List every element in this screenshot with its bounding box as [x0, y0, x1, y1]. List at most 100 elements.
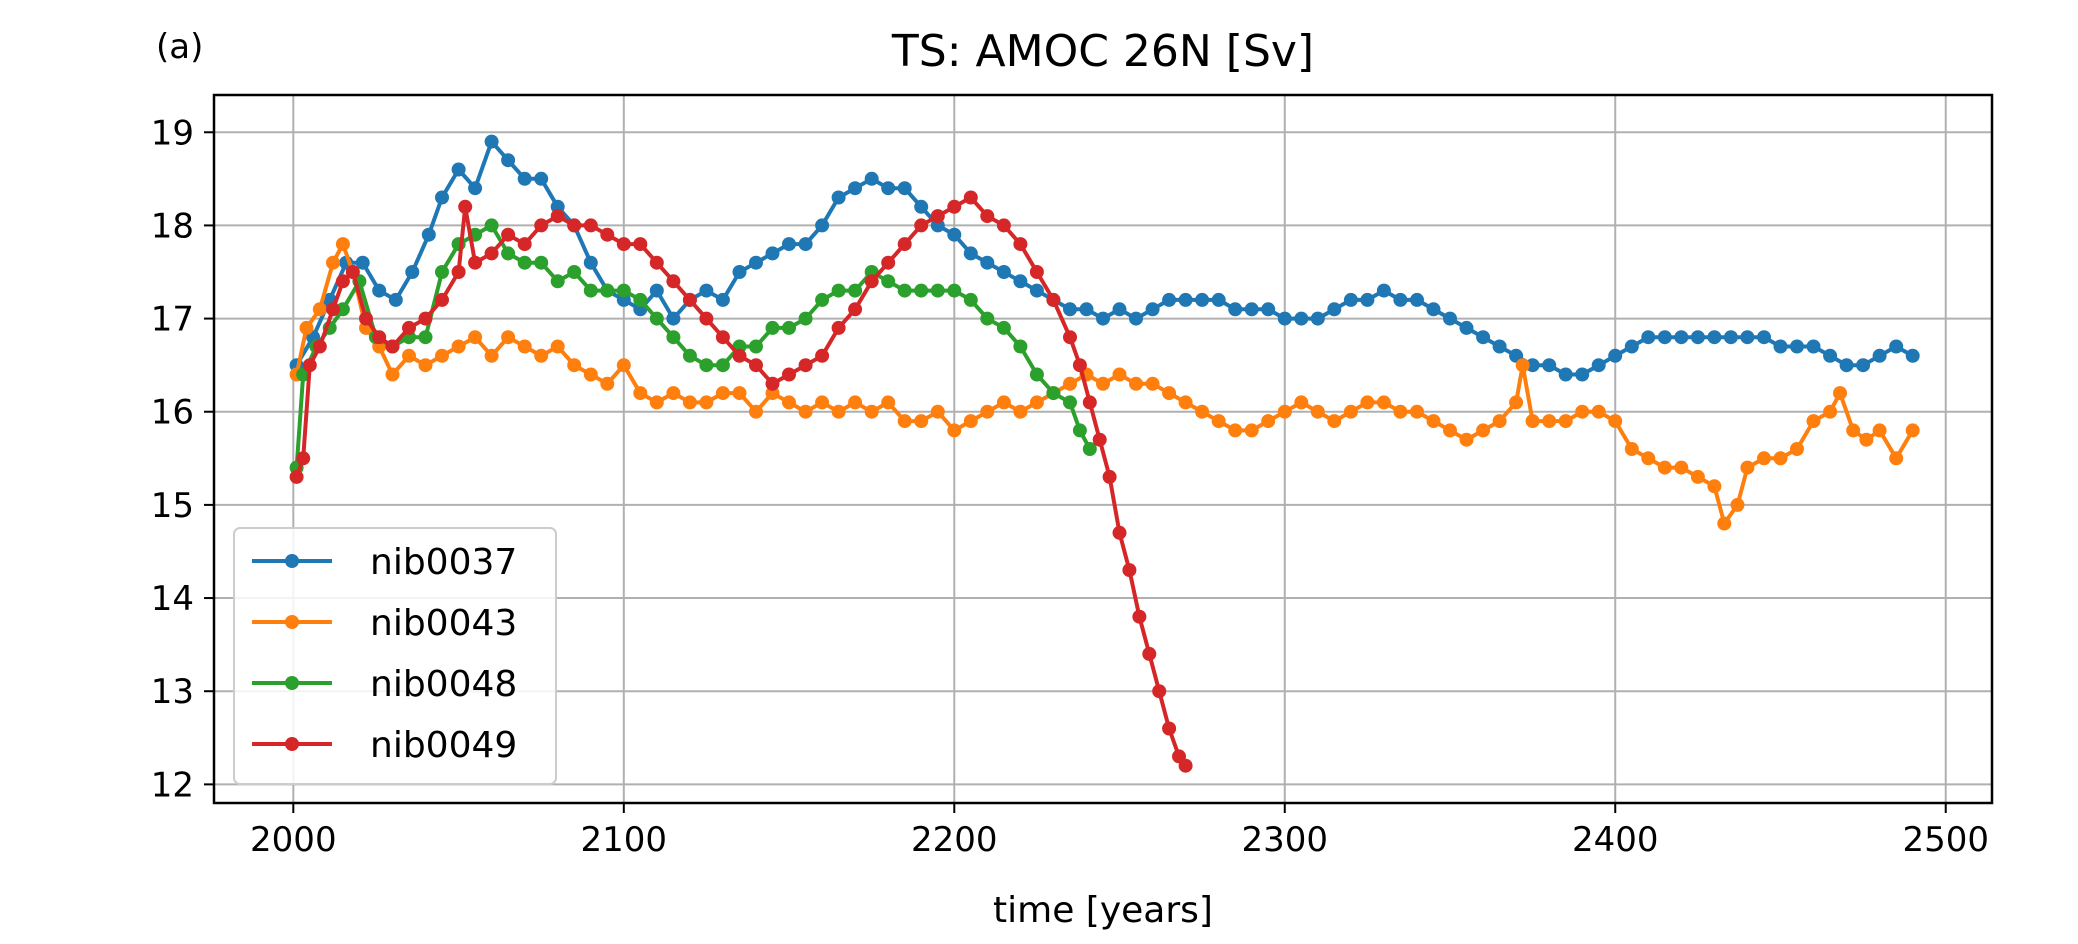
grid-lines	[214, 95, 1992, 803]
data-point-nib0043-1	[299, 320, 314, 335]
data-point-nib0037-22	[649, 283, 664, 298]
data-point-nib0049-0	[289, 469, 304, 484]
data-point-nib0049-61	[1162, 721, 1177, 736]
data-point-nib0043-70	[1410, 404, 1424, 419]
data-point-nib0043-54	[1145, 376, 1160, 391]
data-point-nib0043-44	[980, 404, 995, 419]
data-point-nib0043-41	[930, 404, 945, 419]
plot-frame	[212, 93, 1994, 805]
data-point-nib0049-40	[881, 255, 896, 270]
series-nib0037	[289, 134, 1920, 382]
data-point-nib0043-19	[567, 358, 582, 373]
data-point-nib0037-88	[1740, 330, 1755, 345]
series-group	[289, 134, 1920, 773]
data-point-nib0049-47	[996, 218, 1011, 233]
data-point-nib0048-46	[1029, 367, 1044, 382]
legend-item-nib0048: nib0048	[252, 664, 517, 705]
data-point-nib0043-25	[666, 386, 681, 401]
data-point-nib0049-7	[359, 311, 373, 326]
data-point-nib0049-41	[897, 237, 912, 252]
data-point-nib0049-53	[1082, 395, 1097, 410]
data-point-nib0048-33	[815, 292, 830, 307]
data-point-nib0037-38	[914, 199, 929, 214]
data-point-nib0048-13	[484, 218, 499, 233]
data-point-nib0043-32	[782, 395, 796, 410]
data-point-nib0037-48	[1079, 302, 1094, 317]
x-tick-label-2100: 2100	[581, 820, 668, 860]
data-point-nib0037-52	[1145, 302, 1160, 317]
legend-item-nib0037: nib0037	[252, 542, 517, 583]
data-point-nib0049-16	[484, 246, 499, 261]
legend-label-nib0037: nib0037	[370, 542, 517, 583]
data-point-nib0037-35	[864, 171, 879, 186]
data-point-nib0048-20	[600, 283, 615, 298]
data-point-nib0048-18	[567, 265, 582, 279]
data-point-nib0043-24	[649, 395, 664, 410]
data-point-nib0048-27	[715, 358, 730, 373]
data-point-nib0037-58	[1244, 302, 1259, 317]
data-point-nib0049-50	[1046, 292, 1061, 307]
data-point-nib0037-91	[1790, 339, 1804, 354]
data-point-nib0048-38	[897, 283, 912, 298]
data-point-nib0048-31	[782, 320, 796, 335]
data-point-nib0037-89	[1757, 330, 1771, 345]
data-point-nib0037-83	[1657, 330, 1672, 345]
data-point-nib0049-4	[326, 302, 340, 317]
x-tick-label-2500: 2500	[1902, 820, 1989, 860]
data-point-nib0037-87	[1723, 330, 1738, 345]
data-point-nib0048-40	[930, 283, 945, 298]
data-point-nib0049-10	[402, 320, 416, 335]
data-point-nib0043-18	[550, 339, 565, 354]
data-point-nib0049-52	[1072, 358, 1087, 373]
data-point-nib0043-4	[335, 237, 350, 252]
data-point-nib0049-18	[517, 237, 532, 252]
data-point-nib0043-98	[1833, 386, 1847, 401]
data-point-nib0043-61	[1261, 414, 1276, 429]
data-point-nib0049-39	[864, 274, 879, 289]
data-point-nib0037-15	[534, 171, 549, 186]
data-point-nib0049-59	[1142, 646, 1157, 661]
data-point-nib0049-42	[914, 218, 929, 233]
data-point-nib0037-75	[1525, 358, 1540, 373]
data-point-nib0049-43	[930, 209, 945, 224]
data-point-nib0037-60	[1277, 311, 1292, 326]
data-point-nib0043-46	[1013, 404, 1028, 419]
data-point-nib0037-69	[1426, 302, 1441, 317]
data-point-nib0043-97	[1823, 404, 1838, 419]
data-point-nib0043-2	[312, 302, 327, 317]
data-point-nib0048-26	[699, 358, 714, 373]
data-point-nib0043-53	[1129, 376, 1143, 391]
data-point-nib0037-23	[666, 311, 681, 326]
data-point-nib0048-42	[963, 292, 978, 307]
data-point-nib0043-28	[715, 386, 730, 401]
data-point-nib0048-30	[765, 320, 780, 335]
data-point-nib0037-64	[1343, 292, 1358, 307]
data-point-nib0048-10	[435, 265, 449, 279]
axis-ticks: 2000 2100 2200 2300 2400 2500 12 13 14 15 16 17 18 19	[151, 113, 1989, 860]
data-point-nib0037-97	[1889, 339, 1904, 354]
data-point-nib0043-60	[1244, 423, 1259, 438]
data-point-nib0037-86	[1707, 330, 1722, 345]
data-point-nib0043-92	[1740, 460, 1755, 475]
data-point-nib0043-94	[1773, 451, 1788, 466]
data-point-nib0037-27	[732, 265, 747, 279]
data-point-nib0049-33	[765, 376, 780, 391]
legend-swatch-marker-nib0049	[285, 737, 299, 751]
legend-swatch-marker-nib0043	[285, 615, 299, 629]
data-point-nib0037-33	[831, 190, 846, 205]
data-point-nib0043-67	[1360, 395, 1375, 410]
data-point-nib0037-71	[1459, 320, 1474, 335]
panel-label: (a)	[156, 27, 203, 67]
data-point-nib0043-30	[749, 404, 763, 419]
data-point-nib0037-5	[372, 283, 387, 298]
x-tick-label-2000: 2000	[250, 820, 337, 860]
data-point-nib0049-48	[1013, 237, 1028, 252]
data-point-nib0037-98	[1905, 348, 1920, 363]
data-point-nib0043-17	[534, 348, 549, 363]
data-point-nib0043-76	[1509, 395, 1524, 410]
y-tick-label-15: 15	[151, 486, 194, 526]
data-point-nib0037-10	[451, 162, 466, 177]
data-point-nib0049-31	[732, 348, 747, 363]
data-point-nib0043-71	[1426, 414, 1441, 429]
